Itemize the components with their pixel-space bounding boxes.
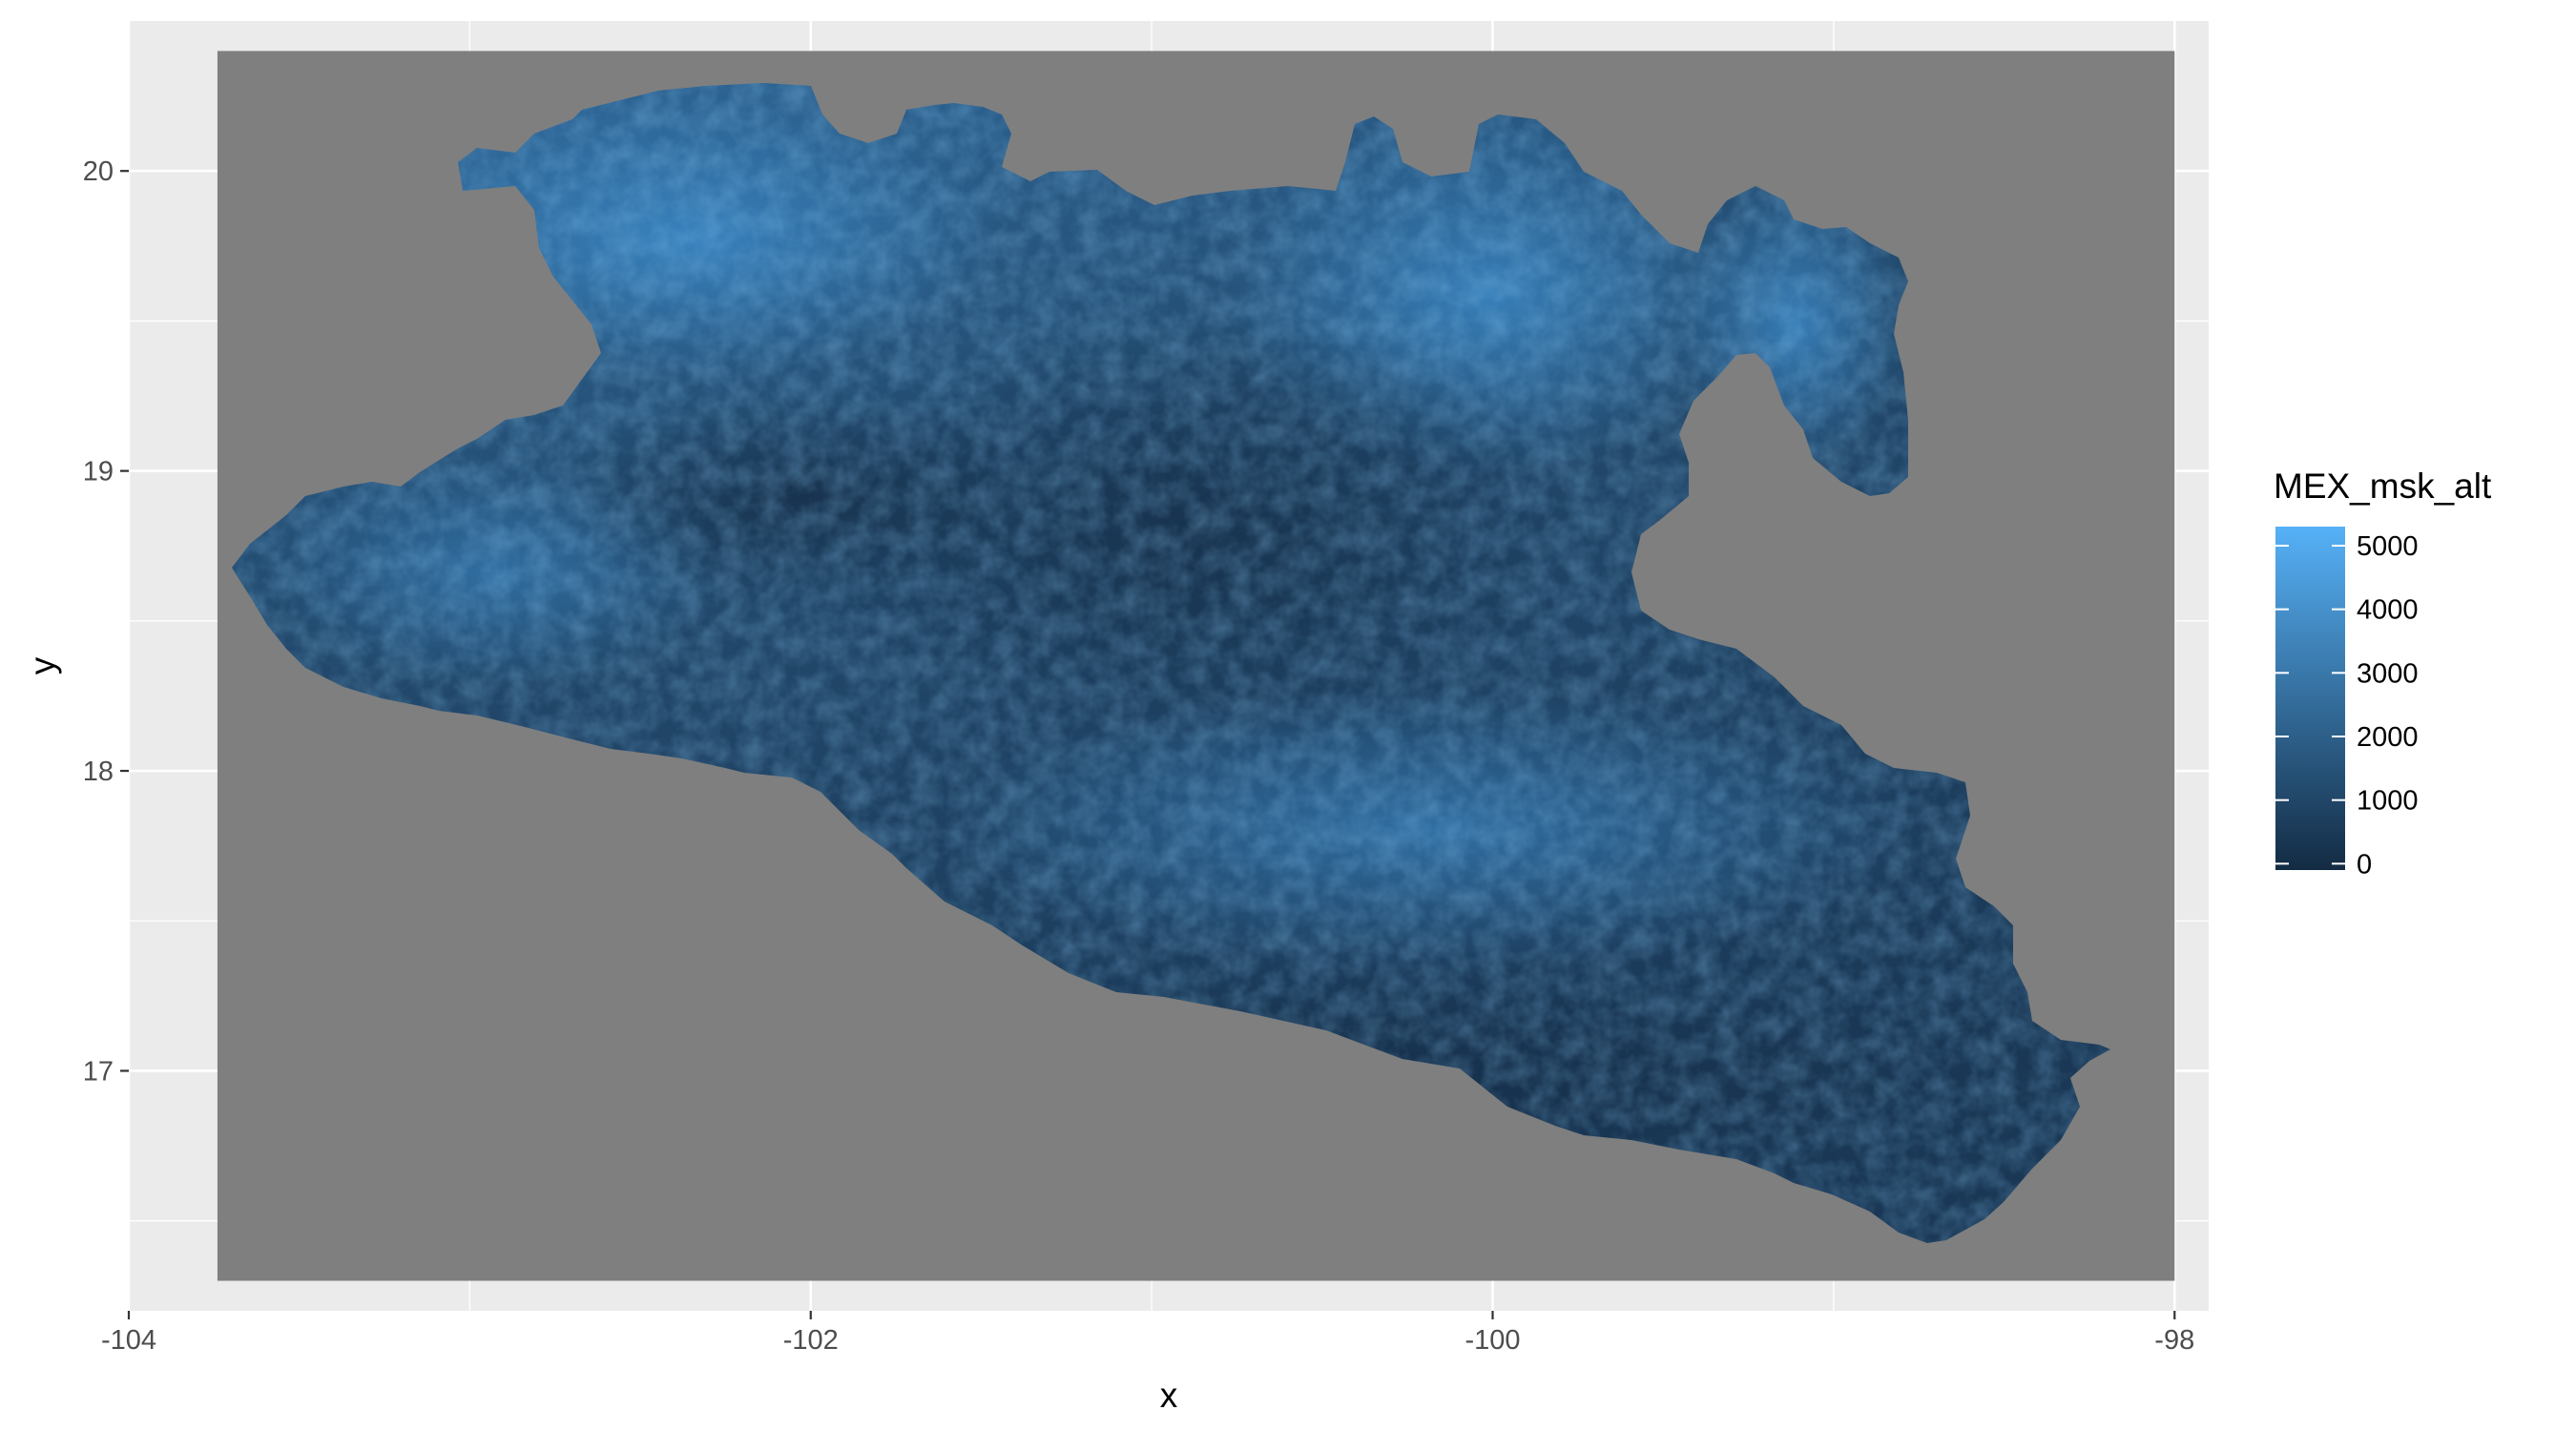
colorbar-label-4: 4000 — [2357, 595, 2419, 626]
colorbar-ticks: 0 1000 2000 3000 4000 5000 — [2275, 531, 2419, 880]
colorbar-label-2: 2000 — [2357, 722, 2419, 753]
x-tick-label-2: -100 — [1465, 1325, 1520, 1356]
colorbar-label-0: 0 — [2357, 849, 2372, 880]
y-tick-label-1: 18 — [83, 757, 114, 787]
colorbar-label-5: 5000 — [2357, 531, 2419, 562]
y-axis-title: y — [23, 656, 62, 674]
x-axis-title: x — [1160, 1376, 1178, 1415]
y-tick-label-3: 20 — [83, 156, 114, 187]
colorbar — [2275, 527, 2345, 870]
x-tick-label-1: -102 — [783, 1325, 839, 1356]
y-tick-label-0: 17 — [83, 1056, 114, 1087]
y-axis: 17 18 19 20 — [83, 156, 129, 1087]
colorbar-label-1: 1000 — [2357, 786, 2419, 817]
x-tick-label-0: -104 — [101, 1325, 156, 1356]
x-axis: -104 -102 -100 -98 — [101, 1311, 2194, 1356]
legend-title: MEX_msk_alt — [2274, 467, 2492, 506]
legend-colorbar: MEX_msk_alt 0 1000 2000 3000 4000 5000 — [2274, 467, 2492, 880]
x-tick-label-3: -98 — [2154, 1325, 2194, 1356]
colorbar-label-3: 3000 — [2357, 658, 2419, 689]
y-tick-label-2: 19 — [83, 457, 114, 487]
